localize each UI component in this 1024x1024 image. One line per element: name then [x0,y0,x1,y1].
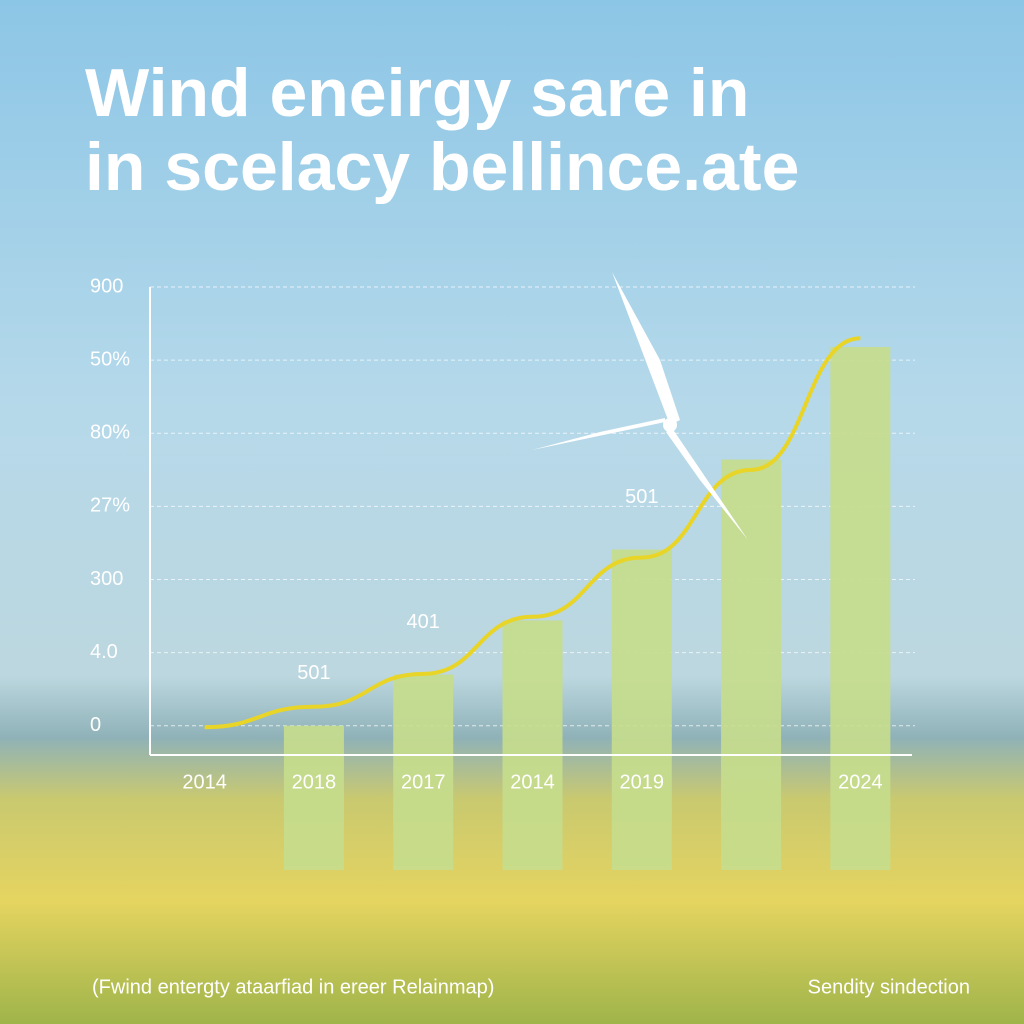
y-tick-label: 300 [90,568,123,590]
x-tick-label: 2014 [182,771,227,793]
bar [502,620,563,870]
y-tick-label: 50% [90,348,130,370]
y-tick-label: 900 [90,275,123,297]
y-tick-label: 27% [90,495,130,517]
x-tick-label: 2014 [510,771,555,793]
annotation: 501 [297,662,330,684]
bar [611,549,672,870]
chart-title: Wind eneirgy sare in [85,55,749,131]
x-tick-label: 2017 [401,771,446,793]
bar [393,674,454,870]
chart-title: in scelacy bellince.ate [85,129,799,205]
bar [283,725,344,870]
y-tick-label: 4.0 [90,641,118,663]
bar [721,459,782,870]
plot: 0 4.0 300 27% 80% 50% 900 2014 2018 2017 2014 2019 2… [90,275,915,870]
trend-line [204,336,861,730]
wind-turbine [532,272,748,540]
x-tick-label: 2018 [292,771,337,793]
x-tick-label: 2019 [620,771,665,793]
y-tick-label: 80% [90,422,130,444]
annotation: 401 [407,611,440,633]
annotation: 501 [625,486,658,508]
footer-credit: Sendity sindection [808,976,970,998]
x-tick-label: 2024 [838,771,883,793]
y-tick-label: 0 [90,714,101,736]
bar [830,346,891,870]
footer-note: (Fwind entergty ataarfiad in ereer Relai… [92,976,494,998]
